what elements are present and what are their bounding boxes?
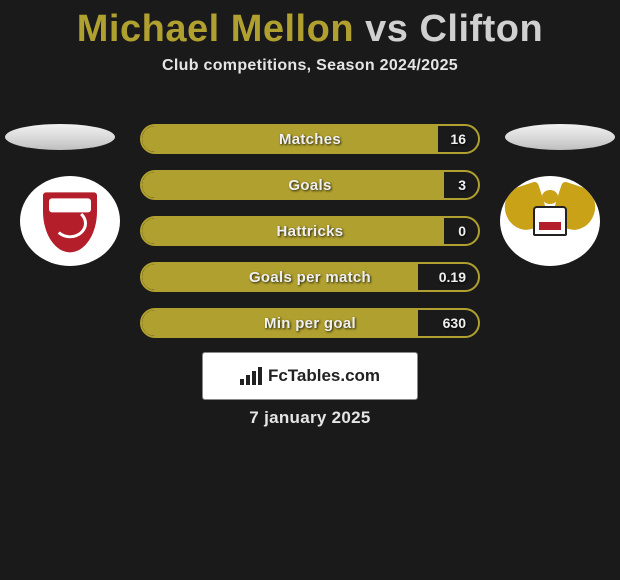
page-title: Michael Mellon vs Clifton: [0, 0, 620, 51]
stat-label: Goals per match: [142, 264, 478, 290]
stat-row: Goals per match0.19: [140, 262, 480, 292]
stat-row: Hattricks0: [140, 216, 480, 246]
stat-value-right: 0: [458, 218, 466, 244]
stat-value-right: 0.19: [439, 264, 466, 290]
stat-label: Min per goal: [142, 310, 478, 336]
stats-table: Matches16 Goals3 Hattricks0 Goals per match…: [140, 124, 480, 354]
stat-row: Matches16: [140, 124, 480, 154]
shadow-oval-left: [5, 124, 115, 150]
subtitle: Club competitions, Season 2024/2025: [0, 57, 620, 75]
stat-label: Matches: [142, 126, 478, 152]
site-logo[interactable]: FcTables.com: [202, 352, 418, 400]
stat-row: Min per goal630: [140, 308, 480, 338]
site-name: FcTables.com: [268, 366, 380, 386]
bar-chart-icon: [240, 367, 262, 385]
player2-name: Clifton: [419, 8, 543, 50]
vs-text: vs: [354, 8, 419, 50]
stat-value-right: 630: [443, 310, 466, 336]
stat-label: Goals: [142, 172, 478, 198]
stat-value-right: 3: [458, 172, 466, 198]
footer-date: 7 january 2025: [0, 408, 620, 428]
stat-value-right: 16: [450, 126, 466, 152]
player1-name: Michael Mellon: [77, 8, 354, 50]
team1-crest: [20, 176, 120, 266]
team2-crest: [500, 176, 600, 266]
stat-row: Goals3: [140, 170, 480, 200]
shadow-oval-right: [505, 124, 615, 150]
stat-label: Hattricks: [142, 218, 478, 244]
